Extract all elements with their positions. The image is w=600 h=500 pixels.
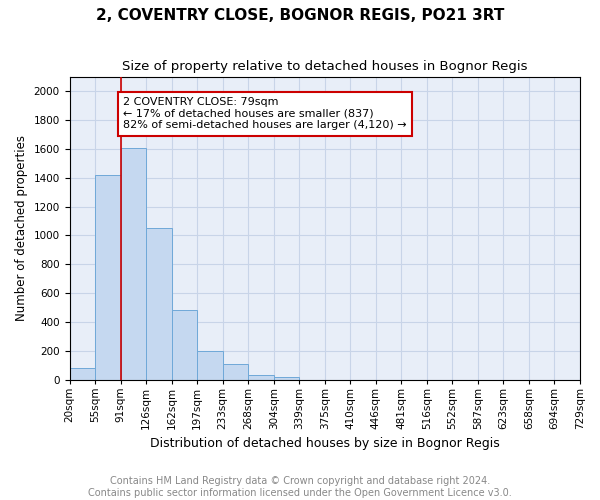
Bar (121, 148, 146, 380)
Text: 2 COVENTRY CLOSE: 79sqm
← 17% of detached houses are smaller (837)
82% of semi-d: 2 COVENTRY CLOSE: 79sqm ← 17% of detache… (123, 97, 407, 130)
Bar (223, 364, 248, 380)
Bar (70, 368, 95, 380)
Text: Contains HM Land Registry data © Crown copyright and database right 2024.
Contai: Contains HM Land Registry data © Crown c… (88, 476, 512, 498)
Y-axis label: Number of detached properties: Number of detached properties (15, 136, 28, 322)
Bar (248, 374, 274, 380)
Bar (274, 376, 299, 380)
Bar (197, 351, 223, 380)
Bar (172, 310, 197, 380)
X-axis label: Distribution of detached houses by size in Bognor Regis: Distribution of detached houses by size … (150, 437, 500, 450)
Bar (146, 228, 172, 380)
Bar (95, 175, 121, 380)
Title: Size of property relative to detached houses in Bognor Regis: Size of property relative to detached ho… (122, 60, 527, 73)
Text: 2, COVENTRY CLOSE, BOGNOR REGIS, PO21 3RT: 2, COVENTRY CLOSE, BOGNOR REGIS, PO21 3R… (96, 8, 504, 22)
